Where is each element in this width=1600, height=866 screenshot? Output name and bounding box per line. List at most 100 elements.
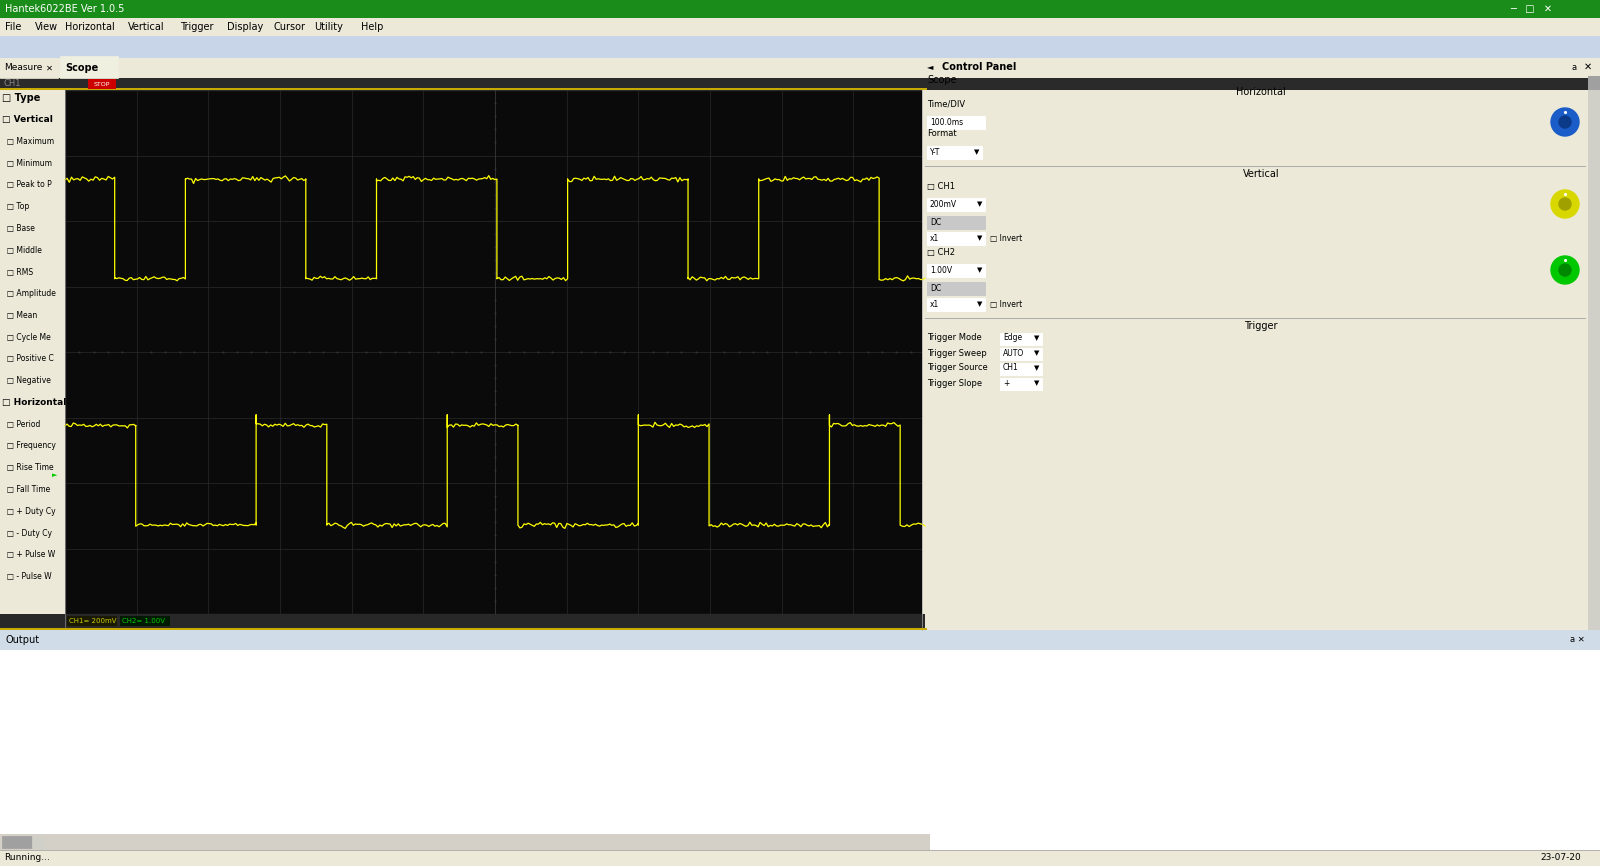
Text: □ + Duty Cy: □ + Duty Cy [2, 507, 56, 516]
Text: □ Mean: □ Mean [2, 311, 37, 320]
Text: Control Panel: Control Panel [942, 62, 1016, 72]
Text: 23-07-20: 23-07-20 [1539, 854, 1581, 863]
Text: □ Type: □ Type [2, 93, 40, 103]
Bar [0, 90, 66, 628]
Text: ►: ► [51, 472, 58, 478]
Bar [926, 264, 986, 277]
Text: Y-T: Y-T [930, 148, 941, 157]
Bar [0, 58, 1600, 78]
Text: DC: DC [930, 284, 941, 293]
Text: 1.00V: 1.00V [930, 266, 952, 275]
Text: □ Fall Time: □ Fall Time [2, 485, 50, 494]
Text: □ - Duty Cy: □ - Duty Cy [2, 528, 51, 538]
Bar [1000, 348, 1042, 360]
Text: ✕: ✕ [46, 63, 53, 73]
Bar [922, 58, 1600, 76]
Bar [88, 79, 115, 89]
Bar [0, 0, 1600, 18]
Bar [1587, 76, 1600, 630]
Bar [0, 90, 925, 614]
Text: □ Middle: □ Middle [2, 246, 42, 255]
Text: View: View [35, 22, 58, 32]
Bar [926, 298, 986, 311]
Text: □ RMS: □ RMS [2, 268, 34, 276]
Text: File: File [5, 22, 21, 32]
Text: Format: Format [926, 130, 957, 139]
Circle shape [1558, 116, 1571, 128]
Text: Measure: Measure [3, 63, 42, 73]
Bar [1000, 363, 1042, 375]
Circle shape [1550, 108, 1579, 136]
Bar [0, 78, 1600, 90]
Text: □ Negative: □ Negative [2, 376, 51, 385]
Text: Horizontal: Horizontal [66, 22, 115, 32]
Text: Trigger Source: Trigger Source [926, 364, 987, 372]
Bar [926, 146, 982, 159]
Text: 100.0ms: 100.0ms [930, 118, 963, 127]
Text: □ CH2: □ CH2 [926, 248, 955, 256]
Bar [66, 90, 925, 614]
Text: AUTO: AUTO [1003, 348, 1024, 358]
Bar [1000, 378, 1042, 390]
Text: a: a [1571, 62, 1578, 72]
Bar [120, 616, 170, 626]
Text: □ Vertical: □ Vertical [2, 115, 53, 124]
Bar [0, 58, 58, 78]
Circle shape [1550, 256, 1579, 284]
Bar [0, 36, 1600, 58]
Text: □ Maximum: □ Maximum [2, 137, 54, 146]
Text: Time/DIV: Time/DIV [926, 100, 965, 108]
Text: ─   □   ✕: ─ □ ✕ [1510, 4, 1552, 14]
Bar [1587, 76, 1600, 90]
Text: CH2= 1.00V: CH2= 1.00V [122, 618, 165, 624]
Bar [0, 850, 1600, 866]
Text: STOP: STOP [94, 81, 110, 87]
Text: Scope: Scope [66, 63, 98, 73]
Text: DC: DC [930, 218, 941, 227]
Text: ▼: ▼ [978, 268, 982, 274]
Text: CH1: CH1 [3, 80, 21, 88]
Bar [926, 116, 986, 129]
Text: +: + [1003, 378, 1010, 387]
Text: ▼: ▼ [1034, 380, 1040, 386]
Text: □ CH1: □ CH1 [926, 182, 955, 191]
Text: □ - Pulse W: □ - Pulse W [2, 572, 51, 581]
Bar [0, 630, 1600, 850]
Text: □ Top: □ Top [2, 203, 29, 211]
Bar [61, 56, 118, 78]
Text: ◄: ◄ [926, 62, 933, 72]
Text: Scope: Scope [926, 75, 957, 85]
Bar [0, 614, 925, 628]
Text: Hantek6022BE Ver 1.0.5: Hantek6022BE Ver 1.0.5 [5, 4, 125, 14]
Text: □ Rise Time: □ Rise Time [2, 463, 54, 472]
Bar [32, 836, 45, 848]
Circle shape [1558, 264, 1571, 276]
Text: CH1: CH1 [1003, 364, 1019, 372]
Text: Trigger Mode: Trigger Mode [926, 333, 982, 342]
Bar [67, 616, 117, 626]
Text: Output: Output [5, 635, 38, 645]
Text: ✕: ✕ [1584, 62, 1592, 72]
Text: Trigger: Trigger [179, 22, 213, 32]
Text: Horizontal: Horizontal [1237, 87, 1286, 97]
Bar [2, 836, 32, 848]
Text: □ Cycle Me: □ Cycle Me [2, 333, 51, 342]
Bar [0, 88, 926, 90]
Circle shape [1550, 190, 1579, 218]
Text: CH1= 200mV: CH1= 200mV [69, 618, 117, 624]
Text: ▼: ▼ [1034, 335, 1040, 341]
Bar [926, 282, 986, 295]
Text: Trigger Slope: Trigger Slope [926, 378, 982, 387]
Text: □ Invert: □ Invert [990, 300, 1022, 309]
Text: □ Invert: □ Invert [990, 234, 1022, 243]
Bar [1000, 333, 1042, 345]
Bar [926, 232, 986, 245]
Text: □ + Pulse W: □ + Pulse W [2, 550, 56, 559]
Text: 200mV: 200mV [930, 200, 957, 209]
Text: □ Horizontal: □ Horizontal [2, 398, 66, 407]
Text: □ Period: □ Period [2, 420, 40, 429]
Text: ▼: ▼ [978, 202, 982, 208]
Bar [0, 834, 930, 850]
Text: x1: x1 [930, 234, 939, 243]
Bar [0, 630, 1600, 650]
